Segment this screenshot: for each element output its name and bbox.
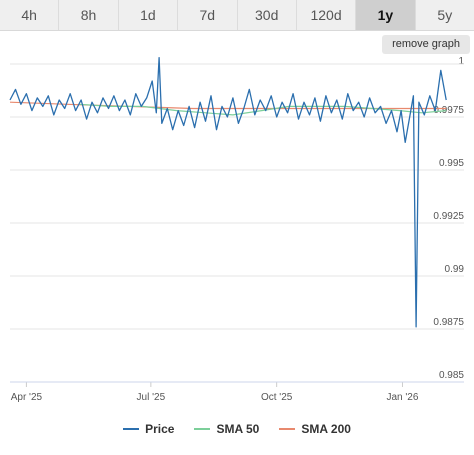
tab-5y[interactable]: 5y bbox=[415, 0, 474, 30]
tab-7d[interactable]: 7d bbox=[178, 0, 238, 30]
legend-label-price: Price bbox=[145, 422, 175, 436]
y-tick-label: 0.995 bbox=[439, 158, 464, 169]
tab-30d[interactable]: 30d bbox=[237, 0, 297, 30]
y-tick-label: 1 bbox=[458, 56, 464, 67]
y-tick-label: 0.9875 bbox=[433, 317, 464, 328]
tab-1y[interactable]: 1y bbox=[356, 0, 416, 30]
chart-legend: Price SMA 50 SMA 200 bbox=[0, 418, 474, 440]
y-tick-label: 0.9925 bbox=[433, 211, 464, 222]
price-line bbox=[9, 56, 447, 328]
legend-item-sma200[interactable]: SMA 200 bbox=[279, 418, 351, 440]
x-tick-label: Oct '25 bbox=[261, 392, 293, 403]
tab-1d[interactable]: 1d bbox=[118, 0, 179, 30]
tab-120d[interactable]: 120d bbox=[296, 0, 357, 30]
legend-swatch-sma50 bbox=[194, 428, 211, 430]
x-tick-label: Jan '26 bbox=[386, 392, 418, 403]
y-tick-label: 0.99 bbox=[445, 264, 465, 275]
y-tick-label: 0.9975 bbox=[433, 105, 464, 116]
y-tick-label: 0.985 bbox=[439, 370, 464, 381]
legend-swatch-sma200 bbox=[279, 428, 296, 430]
sma50-line bbox=[79, 103, 447, 116]
remove-graph-button[interactable]: remove graph bbox=[382, 35, 470, 54]
legend-swatch-price bbox=[123, 428, 140, 430]
legend-label-sma50: SMA 50 bbox=[216, 422, 260, 436]
tab-8h[interactable]: 8h bbox=[59, 0, 119, 30]
tab-4h[interactable]: 4h bbox=[0, 0, 60, 30]
legend-label-sma200: SMA 200 bbox=[301, 422, 351, 436]
timeframe-tabs: 4h 8h 1d 7d 30d 120d 1y 5y bbox=[0, 0, 474, 31]
legend-item-price[interactable]: Price bbox=[123, 418, 174, 440]
legend-item-sma50[interactable]: SMA 50 bbox=[194, 418, 259, 440]
x-tick-label: Jul '25 bbox=[137, 392, 166, 403]
x-tick-label: Apr '25 bbox=[11, 392, 43, 403]
